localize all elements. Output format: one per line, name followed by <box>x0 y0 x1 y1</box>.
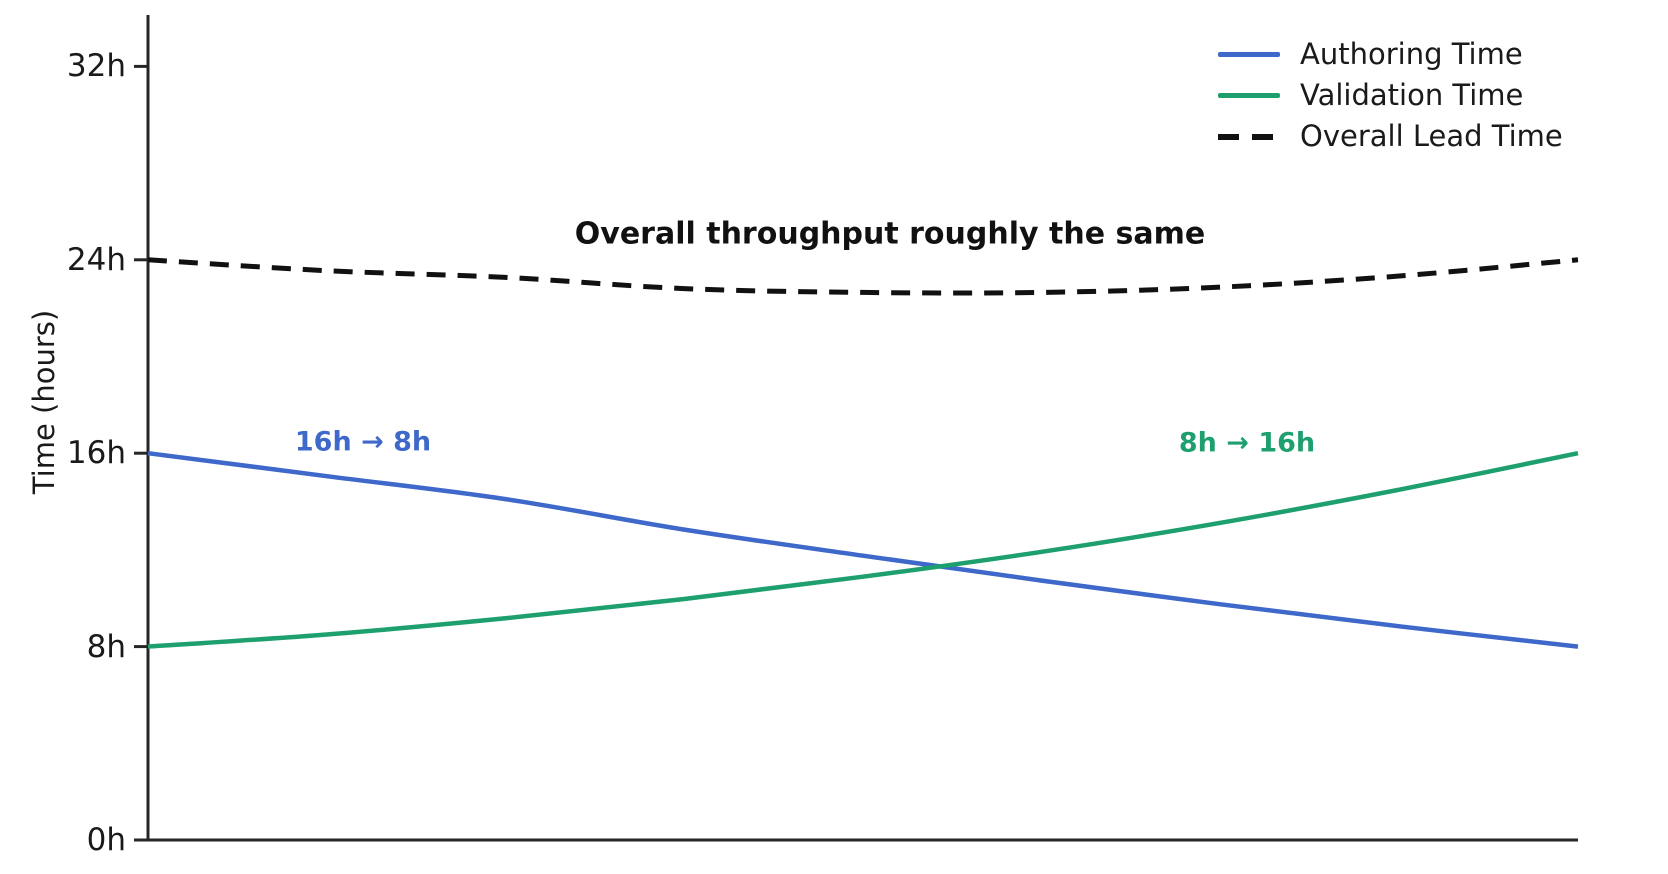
y-tick-label: 16h <box>66 435 126 472</box>
series-line <box>147 450 1579 649</box>
annotation-validation-change: 8h → 16h <box>1178 427 1316 459</box>
legend-label-authoring: Authoring Time <box>1300 37 1523 71</box>
y-tick-label: 0h <box>86 822 126 858</box>
legend-item-validation-time: Validation Time <box>1218 75 1563 116</box>
series-line <box>147 257 1579 296</box>
legend: Authoring Time Validation Time Overall L… <box>1218 34 1563 157</box>
legend-item-authoring-time: Authoring Time <box>1218 34 1563 75</box>
annotation-overall-throughput: Overall throughput roughly the same <box>574 216 1206 252</box>
series-line <box>147 450 1579 649</box>
legend-item-overall-lead-time: Overall Lead Time <box>1218 116 1563 157</box>
validation-line-swatch <box>1218 93 1280 98</box>
y-axis-title: Time (hours) <box>27 309 61 495</box>
legend-label-overall-lead: Overall Lead Time <box>1300 119 1563 153</box>
y-tick-label: 8h <box>86 628 126 665</box>
legend-label-validation: Validation Time <box>1300 78 1524 112</box>
y-tick-label: 32h <box>66 48 126 85</box>
overall-lead-line-swatch <box>1218 133 1280 140</box>
y-tick-label: 24h <box>66 241 126 278</box>
authoring-line-swatch <box>1218 52 1280 57</box>
annotation-authoring-change: 16h → 8h <box>294 426 432 458</box>
